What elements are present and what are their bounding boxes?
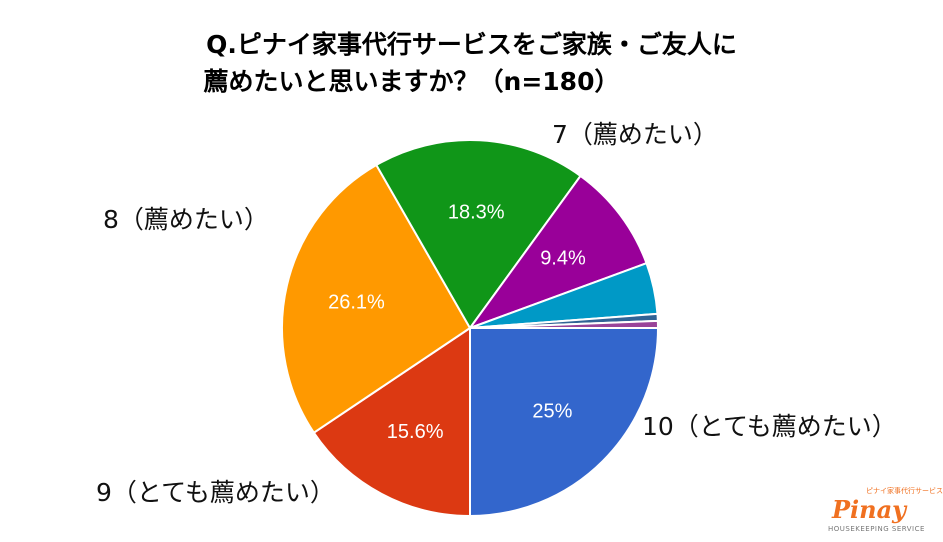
logo-subtitle: HOUSEKEEPING SERVICE [828, 525, 925, 533]
pie-slice [312, 326, 471, 518]
pie-slice [374, 139, 582, 330]
data-label: 9.4% [540, 248, 586, 270]
pie-slice [281, 163, 472, 435]
logo-jp-text: ピナイ家事代行サービス [866, 487, 943, 495]
legend-label-9: 9（とても薦めたい） [96, 478, 335, 507]
legend-label-10: 10（とても薦めたい） [642, 412, 897, 441]
pinay-logo: ピナイ家事代行サービス Pinay HOUSEKEEPING SERVICE [826, 487, 943, 535]
data-label: 15.6% [387, 421, 444, 443]
pie-slice [467, 174, 648, 331]
data-label: 25% [532, 400, 572, 422]
legend-label-7: 7（薦めたい） [552, 120, 718, 149]
data-label: 18.3% [448, 202, 505, 224]
chart-title-line-1: Q.ピナイ家事代行サービスをご家族・ご友人に [206, 30, 737, 59]
logo-name: Pinay [832, 495, 907, 524]
pie-slice [469, 327, 660, 518]
pie-slice [469, 319, 660, 329]
data-label: 26.1% [328, 292, 385, 314]
chart-title-line-2: 薦めたいと思いますか？（n=180） [203, 67, 620, 96]
legend-label-8: 8（薦めたい） [103, 205, 269, 234]
